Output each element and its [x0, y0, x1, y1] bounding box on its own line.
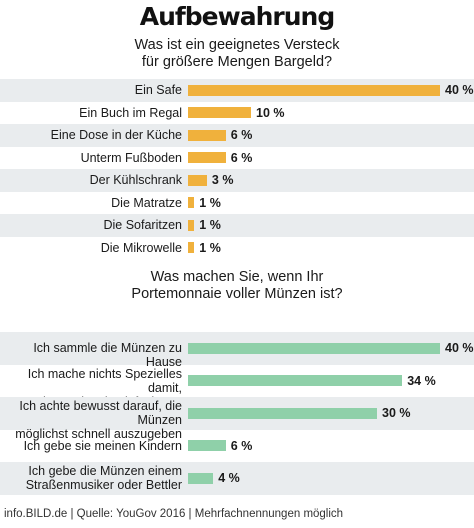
value-label: 10 % [256, 105, 285, 120]
bar [188, 129, 226, 141]
category-label: Der Kühlschrank [89, 173, 182, 188]
row-band [0, 462, 474, 495]
value-label: 1 % [199, 240, 221, 255]
category-label: Ich gebe sie meinen Kindern [23, 438, 182, 453]
value-label: 6 % [230, 150, 253, 165]
row-band [0, 124, 474, 147]
bar [188, 152, 226, 164]
category-label: Unterm Fußboden [80, 150, 182, 165]
value-label: 30 % [382, 406, 411, 421]
value-label: 6 % [230, 128, 253, 143]
bar [188, 242, 195, 254]
category-label: Ich gebe die Münzen einem Straßenmusiker… [25, 464, 182, 493]
chart-1-question: Was ist ein geeignetes Versteck für größ… [0, 37, 474, 71]
value-label: 6 % [230, 438, 253, 453]
bar [188, 440, 226, 452]
bar [188, 197, 195, 209]
bar [188, 174, 207, 186]
chart-title: Aufbewahrung [139, 2, 335, 31]
category-label: Ich sammle die Münzen zu Hause [33, 341, 182, 370]
value-label: 40 % [445, 341, 474, 356]
bar [188, 375, 403, 387]
value-label: 1 % [199, 195, 221, 210]
value-label: 1 % [199, 218, 221, 233]
chart-2-question: Was machen Sie, wenn Ihr Portemonnaie vo… [0, 269, 474, 303]
bar [188, 407, 377, 419]
bar [188, 342, 440, 354]
row-band [0, 169, 474, 192]
value-label: 40 % [445, 83, 474, 98]
category-label: Die Sofaritzen [103, 218, 182, 233]
bar [188, 219, 195, 231]
row-band [0, 214, 474, 237]
chart-2-question-text: Was machen Sie, wenn Ihr Portemonnaie vo… [131, 269, 343, 302]
value-label: 3 % [211, 173, 234, 188]
category-label: Ein Safe [134, 83, 182, 98]
value-label: 34 % [407, 373, 436, 388]
category-label: Ein Buch im Regal [79, 105, 182, 120]
bar [188, 107, 251, 119]
category-label: Eine Dose in der Küche [50, 128, 182, 143]
value-label: 4 % [218, 471, 240, 486]
source-footer: info.BILD.de | Quelle: YouGov 2016 | Meh… [4, 508, 344, 520]
category-label: Ich achte bewusst darauf, die Münzen mög… [15, 399, 182, 442]
category-label: Die Mikrowelle [100, 240, 182, 255]
bar [188, 472, 214, 484]
bar [188, 84, 440, 96]
chart-1-question-text: Was ist ein geeignetes Versteck für größ… [134, 37, 340, 70]
category-label: Die Matratze [111, 195, 182, 210]
